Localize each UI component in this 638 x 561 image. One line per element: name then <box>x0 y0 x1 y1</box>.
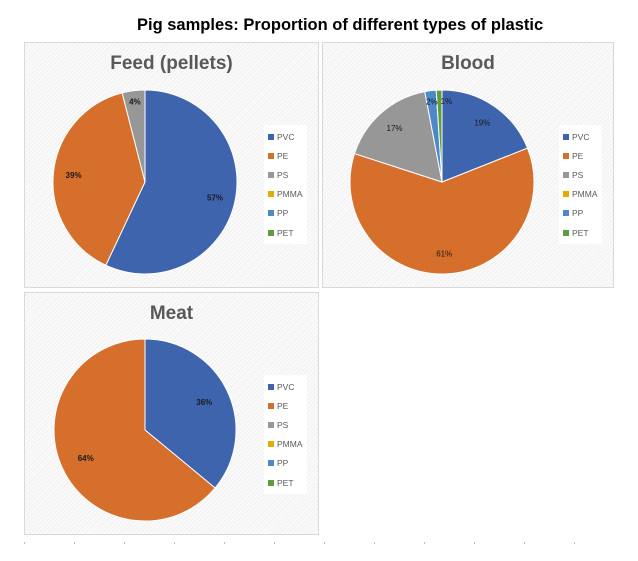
legend-item-pe: PE <box>268 396 303 415</box>
legend-label: PET <box>572 227 589 238</box>
chart-title: Feed (pellets) <box>110 53 233 74</box>
legend-item-ps: PS <box>563 165 598 184</box>
legend-swatch <box>268 171 274 178</box>
legend-swatch <box>268 210 274 217</box>
slice-pet <box>435 89 443 183</box>
legend-label: PE <box>572 150 584 161</box>
legend-item-pvc: PVC <box>268 127 303 146</box>
legend-swatch <box>563 133 569 140</box>
slice-pe <box>52 92 146 266</box>
legend-swatch <box>268 152 274 159</box>
legend-item-pe: PE <box>563 146 598 165</box>
legend-label: PE <box>277 150 289 161</box>
legend-swatch <box>563 152 569 159</box>
legend-item-pet: PET <box>563 223 598 242</box>
data-label: 4% <box>129 98 141 107</box>
pie-svg: 36% 64% <box>53 338 237 522</box>
legend-swatch <box>268 383 274 390</box>
gridline-dots <box>24 542 624 544</box>
chart-meat: Meat 36% 64% PVC PE PS PMMA PP PET <box>24 292 319 535</box>
data-label: 1% <box>441 97 453 106</box>
chart-title: Meat <box>149 303 194 324</box>
pie-svg: 57% 39% 4% <box>52 89 238 275</box>
slice-pvc <box>144 338 237 489</box>
legend-swatch <box>268 479 274 486</box>
legend-label: PMMA <box>572 189 598 200</box>
legend-swatch <box>563 171 569 178</box>
legend: PVC PE PS PMMA PP PET <box>264 125 307 245</box>
legend-item-pvc: PVC <box>268 377 303 396</box>
data-label: 61% <box>436 250 452 259</box>
data-label: 57% <box>207 194 223 203</box>
legend-swatch <box>268 421 274 428</box>
legend-label: PET <box>277 227 294 238</box>
legend-label: PS <box>277 169 289 180</box>
data-label: 64% <box>78 454 94 463</box>
slice-ps <box>353 91 443 183</box>
legend-item-pet: PET <box>268 223 303 242</box>
legend-item-pet: PET <box>268 473 303 492</box>
legend-swatch <box>268 229 274 236</box>
legend-label: PMMA <box>277 439 303 450</box>
data-label: 17% <box>387 124 403 133</box>
chart-feed: Feed (pellets) 57% 39% 4% PVC PE PS PMMA PP PET <box>24 42 319 288</box>
legend-swatch <box>563 229 569 236</box>
slice-pvc <box>105 89 238 275</box>
legend-item-pvc: PVC <box>563 127 598 146</box>
slice-pvc <box>441 89 529 183</box>
legend-label: PS <box>572 169 584 180</box>
legend-label: PP <box>277 458 289 469</box>
legend-item-ps: PS <box>268 165 303 184</box>
data-label: 39% <box>66 171 82 180</box>
legend-item-pmma: PMMA <box>268 435 303 454</box>
slice-ps <box>121 89 146 183</box>
legend-item-pp: PP <box>563 204 598 223</box>
legend-label: PE <box>277 400 289 411</box>
legend-swatch <box>268 402 274 409</box>
legend-label: PVC <box>277 131 295 142</box>
pie-svg: 19% 61% 17% 2% 1% <box>349 89 535 275</box>
legend-label: PP <box>572 208 584 219</box>
legend-item-pe: PE <box>268 146 303 165</box>
legend-swatch <box>268 133 274 140</box>
chart-blood: Blood 19% 61% 17% 2% 1% PVC PE PS PMMA PP PET <box>322 42 614 288</box>
data-label: 2% <box>426 98 438 107</box>
legend-label: PVC <box>277 381 295 392</box>
legend-item-pp: PP <box>268 454 303 473</box>
legend-swatch <box>268 460 274 467</box>
legend-label: PP <box>277 208 289 219</box>
legend-label: PVC <box>572 131 590 142</box>
data-label: 36% <box>196 398 212 407</box>
slice-pe <box>53 338 216 522</box>
legend-label: PET <box>277 477 294 488</box>
slice-pe <box>349 147 535 275</box>
chart-title: Blood <box>441 53 495 74</box>
legend-item-pmma: PMMA <box>268 185 303 204</box>
legend-label: PMMA <box>277 189 303 200</box>
legend-item-ps: PS <box>268 415 303 434</box>
legend-swatch <box>268 191 274 198</box>
legend-item-pmma: PMMA <box>563 185 598 204</box>
data-label: 19% <box>474 119 490 128</box>
legend-swatch <box>268 441 274 448</box>
legend-swatch <box>563 210 569 217</box>
legend-swatch <box>563 191 569 198</box>
legend-label: PS <box>277 419 289 430</box>
legend: PVC PE PS PMMA PP PET <box>559 125 602 245</box>
figure-title: Pig samples: Proportion of different typ… <box>137 16 544 34</box>
legend: PVC PE PS PMMA PP PET <box>264 375 307 495</box>
legend-item-pp: PP <box>268 204 303 223</box>
